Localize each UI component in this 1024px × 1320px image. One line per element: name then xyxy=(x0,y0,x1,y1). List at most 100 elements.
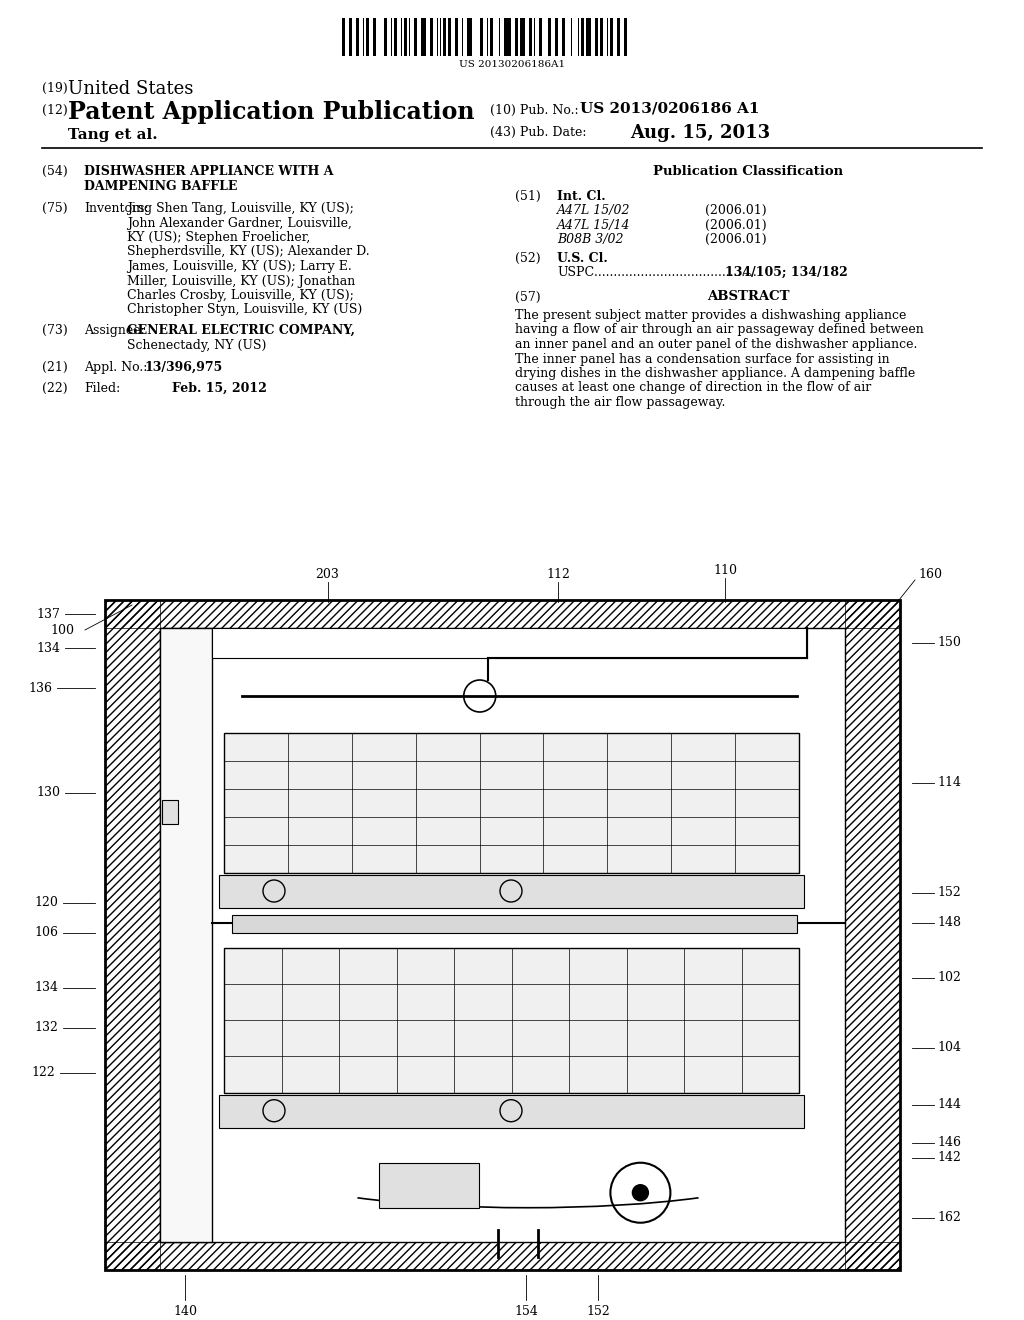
Bar xyxy=(490,18,493,55)
Bar xyxy=(105,601,160,1270)
Bar xyxy=(366,18,369,55)
Text: Shepherdsville, KY (US); Alexander D.: Shepherdsville, KY (US); Alexander D. xyxy=(127,246,370,259)
Text: (19): (19) xyxy=(42,82,68,95)
Bar xyxy=(845,601,900,1270)
Text: Inventors:: Inventors: xyxy=(84,202,148,215)
Bar xyxy=(394,18,397,55)
Text: The inner panel has a condensation surface for assisting in: The inner panel has a condensation surfa… xyxy=(515,352,890,366)
Text: 152: 152 xyxy=(937,887,961,899)
Text: Int. Cl.: Int. Cl. xyxy=(557,190,605,202)
Bar xyxy=(480,18,483,55)
Text: 146: 146 xyxy=(937,1137,961,1150)
Text: 150: 150 xyxy=(937,636,961,649)
Bar xyxy=(219,1094,804,1127)
Bar xyxy=(105,601,900,628)
Text: 142: 142 xyxy=(937,1151,961,1164)
Text: (22): (22) xyxy=(42,381,68,395)
Bar xyxy=(581,18,584,55)
Text: 134/105; 134/182: 134/105; 134/182 xyxy=(725,267,848,279)
Text: through the air flow passageway.: through the air flow passageway. xyxy=(515,396,725,409)
Bar xyxy=(356,18,359,55)
Text: ..........................................: ........................................… xyxy=(590,267,761,279)
Text: Patent Application Publication: Patent Application Publication xyxy=(68,100,474,124)
Text: 154: 154 xyxy=(514,1305,539,1317)
Text: 162: 162 xyxy=(937,1212,961,1224)
Text: (57): (57) xyxy=(515,290,541,304)
Text: United States: United States xyxy=(68,81,194,98)
Bar xyxy=(349,18,352,55)
Text: The present subject matter provides a dishwashing appliance: The present subject matter provides a di… xyxy=(515,309,906,322)
Text: 140: 140 xyxy=(173,1305,197,1317)
Text: Schenectady, NY (US): Schenectady, NY (US) xyxy=(127,338,266,351)
Bar xyxy=(515,18,518,55)
Bar xyxy=(373,18,376,55)
Text: Assignee:: Assignee: xyxy=(84,323,144,337)
Text: (73): (73) xyxy=(42,323,68,337)
Text: 114: 114 xyxy=(937,776,961,789)
Text: 137: 137 xyxy=(36,607,60,620)
Bar xyxy=(586,18,591,55)
Text: Appl. No.:: Appl. No.: xyxy=(84,360,147,374)
Bar xyxy=(529,18,532,55)
Bar xyxy=(520,18,525,55)
Text: (43) Pub. Date:: (43) Pub. Date: xyxy=(490,125,587,139)
Text: an inner panel and an outer panel of the dishwasher appliance.: an inner panel and an outer panel of the… xyxy=(515,338,918,351)
Bar xyxy=(562,18,565,55)
Bar xyxy=(624,18,627,55)
Text: KY (US); Stephen Froelicher,: KY (US); Stephen Froelicher, xyxy=(127,231,310,244)
Text: (10) Pub. No.:: (10) Pub. No.: xyxy=(490,104,579,117)
Bar xyxy=(384,18,387,55)
Text: 13/396,975: 13/396,975 xyxy=(145,360,223,374)
Bar xyxy=(539,18,542,55)
Text: Charles Crosby, Louisville, KY (US);: Charles Crosby, Louisville, KY (US); xyxy=(127,289,354,302)
Bar xyxy=(219,875,804,908)
Text: (2006.01): (2006.01) xyxy=(705,234,767,246)
Text: ABSTRACT: ABSTRACT xyxy=(707,290,790,304)
Text: 122: 122 xyxy=(32,1067,55,1080)
Text: 134: 134 xyxy=(36,642,60,655)
Text: B08B 3/02: B08B 3/02 xyxy=(557,234,624,246)
Text: U.S. Cl.: U.S. Cl. xyxy=(557,252,608,264)
Text: 100: 100 xyxy=(50,623,74,636)
Text: Tang et al.: Tang et al. xyxy=(68,128,158,143)
Text: (75): (75) xyxy=(42,202,68,215)
Text: Jing Shen Tang, Louisville, KY (US);: Jing Shen Tang, Louisville, KY (US); xyxy=(127,202,354,215)
Bar xyxy=(224,733,799,873)
Bar xyxy=(404,18,407,55)
Text: 136: 136 xyxy=(28,681,52,694)
Text: (52): (52) xyxy=(515,252,541,264)
Bar xyxy=(421,18,426,55)
Bar xyxy=(595,18,598,55)
Bar xyxy=(160,628,845,1242)
Text: 134: 134 xyxy=(34,981,58,994)
Text: (21): (21) xyxy=(42,360,68,374)
Text: Miller, Louisville, KY (US); Jonathan: Miller, Louisville, KY (US); Jonathan xyxy=(127,275,355,288)
Text: 112: 112 xyxy=(546,569,570,582)
Text: 104: 104 xyxy=(937,1041,961,1055)
Text: Christopher Styn, Louisville, KY (US): Christopher Styn, Louisville, KY (US) xyxy=(127,304,362,317)
Bar xyxy=(548,18,551,55)
Bar xyxy=(224,948,799,1093)
Bar xyxy=(160,628,212,1242)
Bar xyxy=(600,18,603,55)
Text: James, Louisville, KY (US); Larry E.: James, Louisville, KY (US); Larry E. xyxy=(127,260,352,273)
Text: (2006.01): (2006.01) xyxy=(705,205,767,216)
Text: drying dishes in the dishwasher appliance. A dampening baffle: drying dishes in the dishwasher applianc… xyxy=(515,367,915,380)
Bar xyxy=(342,18,345,55)
Text: having a flow of air through an air passageway defined between: having a flow of air through an air pass… xyxy=(515,323,924,337)
Bar xyxy=(212,628,807,657)
Bar xyxy=(232,915,797,933)
Bar xyxy=(617,18,620,55)
Bar xyxy=(414,18,417,55)
Text: Feb. 15, 2012: Feb. 15, 2012 xyxy=(172,381,267,395)
Text: GENERAL ELECTRIC COMPANY,: GENERAL ELECTRIC COMPANY, xyxy=(127,323,355,337)
Text: 120: 120 xyxy=(34,896,58,909)
Text: USPC: USPC xyxy=(557,267,594,279)
Text: 148: 148 xyxy=(937,916,961,929)
Text: 144: 144 xyxy=(937,1098,961,1111)
Text: US 2013/0206186 A1: US 2013/0206186 A1 xyxy=(580,102,760,116)
Text: causes at least one change of direction in the flow of air: causes at least one change of direction … xyxy=(515,381,871,395)
Text: US 20130206186A1: US 20130206186A1 xyxy=(459,59,565,69)
Text: DAMPENING BAFFLE: DAMPENING BAFFLE xyxy=(84,180,238,193)
Text: (2006.01): (2006.01) xyxy=(705,219,767,231)
